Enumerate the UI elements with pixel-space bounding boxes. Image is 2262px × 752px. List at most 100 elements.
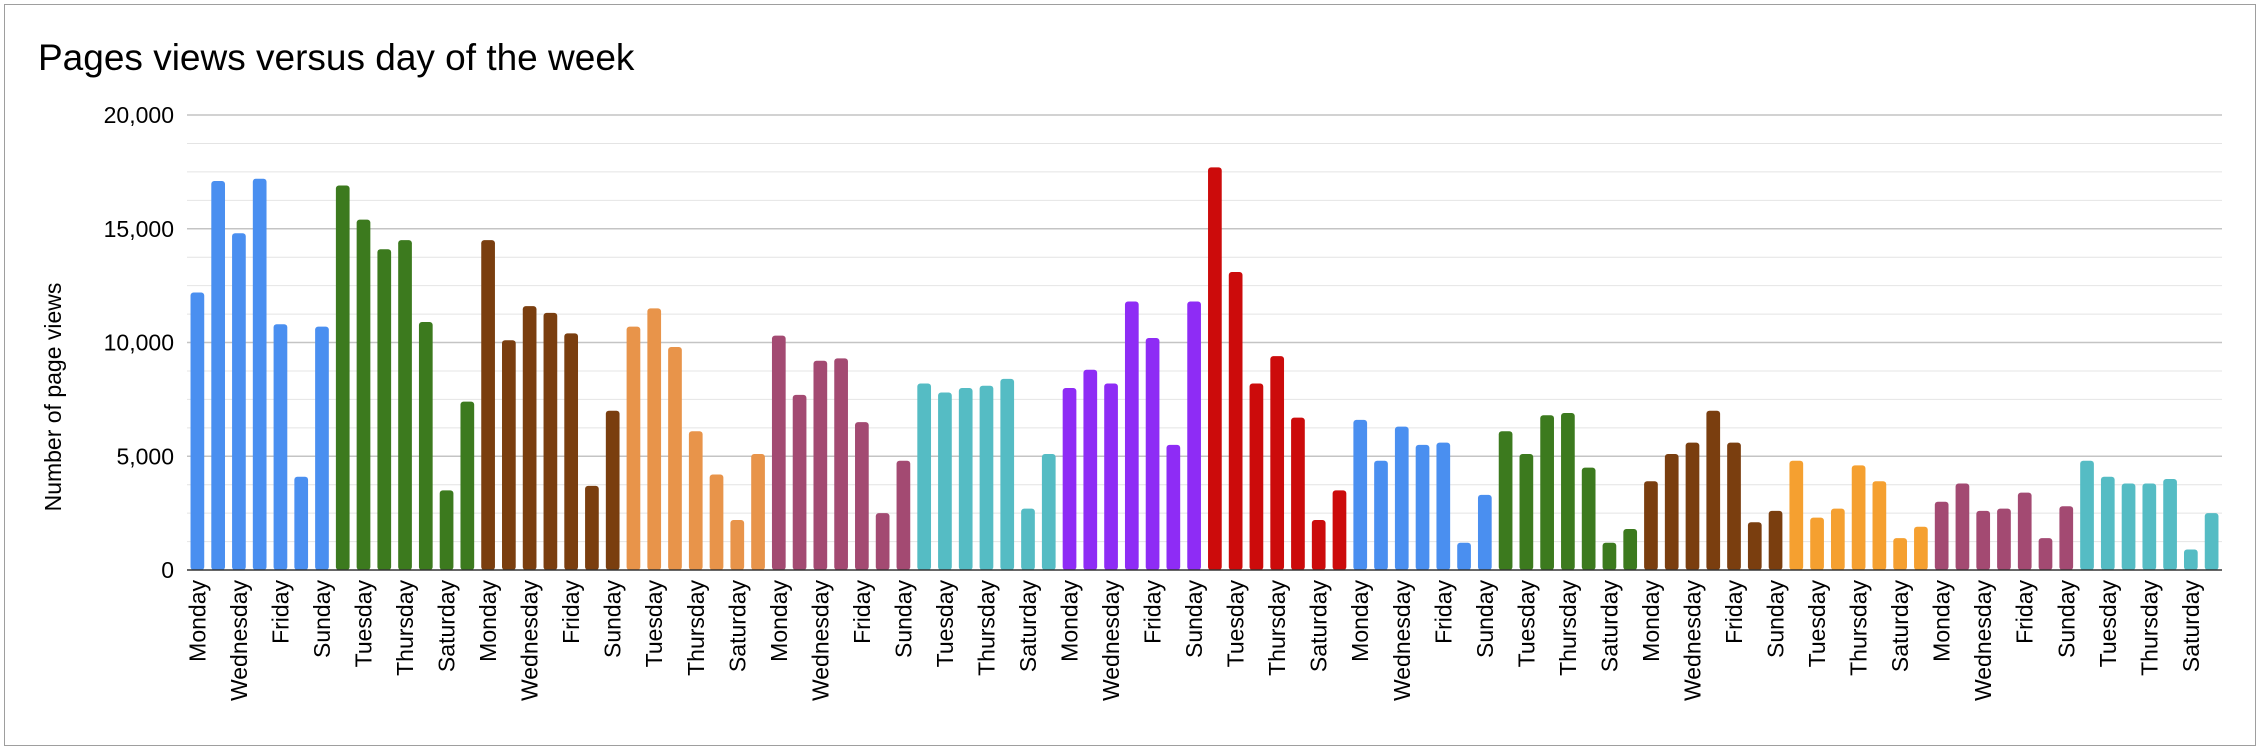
bar-sunday-week-10	[1623, 529, 1638, 570]
x-tick-label: Tuesday	[1804, 580, 1830, 668]
x-tick-label: Sunday	[1763, 580, 1789, 659]
x-tick-label: Tuesday	[1513, 580, 1539, 668]
x-tick-label: Saturday	[2178, 580, 2204, 673]
x-tick-label: Friday	[849, 580, 875, 644]
x-tick-label: Sunday	[1472, 580, 1498, 659]
x-tick-label: Monday	[1929, 580, 1955, 662]
bar-friday-week-3	[564, 333, 579, 570]
bar-saturday-week-7	[1166, 444, 1181, 570]
bar-tuesday-week-12	[1810, 517, 1824, 570]
bar-thursday-week-8	[1270, 356, 1285, 570]
x-tick-label: Wednesday	[1679, 580, 1705, 702]
bar-tuesday-week-11	[1664, 453, 1679, 570]
bar-saturday-week-12	[1893, 538, 1907, 570]
x-tick-label: Thursday	[683, 580, 709, 676]
x-tick-label: Wednesday	[807, 580, 833, 702]
bar-saturday-week-9	[1457, 542, 1471, 570]
bar-tuesday-week-9	[1374, 460, 1388, 570]
bar-thursday-week-5	[834, 358, 848, 570]
bar-wednesday-week-2	[377, 249, 392, 570]
bar-friday-week-13	[2017, 492, 2032, 570]
x-tick-label: Saturday	[1306, 580, 1332, 673]
y-tick-label: 5,000	[116, 443, 174, 469]
bar-monday-week-9	[1353, 419, 1368, 570]
bar-monday-week-14	[2080, 460, 2094, 570]
bar-thursday-week-10	[1561, 413, 1575, 570]
bar-thursday-week-13	[1997, 508, 2011, 570]
bar-thursday-week-7	[1124, 301, 1139, 570]
bar-saturday-week-4	[730, 519, 745, 570]
x-tick-label: Friday	[1140, 580, 1166, 644]
x-tick-label: Friday	[558, 580, 584, 644]
x-tick-label: Sunday	[2053, 580, 2079, 659]
bar-wednesday-week-10	[1540, 415, 1554, 570]
bar-saturday-week-14	[2183, 549, 2198, 570]
x-tick-label: Wednesday	[1970, 580, 1996, 702]
bar-friday-week-5	[855, 422, 869, 570]
bar-tuesday-week-2	[356, 219, 371, 570]
bar-thursday-week-11	[1706, 410, 1721, 570]
bar-wednesday-week-5	[813, 360, 828, 570]
bar-tuesday-week-6	[938, 392, 952, 570]
bar-monday-week-1	[190, 292, 205, 570]
bar-thursday-week-9	[1415, 444, 1430, 570]
bar-sunday-week-13	[2059, 506, 2074, 570]
bar-saturday-week-1	[294, 476, 309, 570]
bar-wednesday-week-11	[1685, 442, 1700, 570]
bar-thursday-week-2	[398, 240, 412, 570]
x-tick-label: Thursday	[392, 580, 418, 676]
x-tick-label: Sunday	[309, 580, 335, 659]
bars	[190, 167, 2219, 571]
bar-sunday-week-1	[315, 326, 329, 570]
bar-monday-week-12	[1789, 460, 1804, 570]
bar-friday-week-9	[1436, 442, 1451, 570]
x-tick-label: Monday	[475, 580, 501, 662]
y-tick-label: 15,000	[104, 216, 174, 242]
bar-friday-week-4	[709, 474, 724, 570]
bar-saturday-week-5	[875, 513, 890, 570]
bar-tuesday-week-7	[1083, 369, 1098, 570]
bar-monday-week-13	[1934, 501, 1949, 570]
bar-monday-week-5	[771, 335, 786, 570]
bar-thursday-week-4	[688, 431, 703, 570]
bar-sunday-week-11	[1768, 510, 1783, 570]
x-tick-label: Saturday	[434, 580, 460, 673]
bar-friday-week-14	[2163, 479, 2177, 570]
x-tick-label: Thursday	[973, 580, 999, 676]
x-tick-label: Friday	[267, 580, 293, 644]
x-tick-label: Thursday	[1264, 580, 1290, 676]
bar-sunday-week-3	[605, 410, 620, 570]
bar-monday-week-7	[1062, 388, 1077, 570]
y-tick-label: 10,000	[104, 330, 174, 356]
bar-friday-week-6	[1000, 378, 1015, 570]
x-tick-label: Tuesday	[932, 580, 958, 668]
x-tick-label: Wednesday	[1098, 580, 1124, 702]
bar-friday-week-11	[1727, 442, 1741, 570]
x-tick-label: Saturday	[724, 580, 750, 673]
bar-saturday-week-10	[1602, 542, 1617, 570]
x-tick-label: Saturday	[1015, 580, 1041, 673]
x-tick-label: Saturday	[1887, 580, 1913, 673]
x-tick-label: Tuesday	[2095, 580, 2121, 668]
bar-tuesday-week-8	[1228, 271, 1243, 570]
bar-monday-week-3	[481, 240, 495, 570]
x-tick-label: Wednesday	[517, 580, 543, 702]
x-tick-label: Monday	[1347, 580, 1373, 662]
bar-wednesday-week-9	[1394, 426, 1409, 570]
bar-saturday-week-13	[2038, 538, 2053, 570]
bar-tuesday-week-3	[502, 340, 516, 570]
x-tick-label: Thursday	[1846, 580, 1872, 676]
bar-thursday-week-1	[252, 178, 267, 570]
bar-wednesday-week-13	[1976, 510, 1991, 570]
x-tick-label: Thursday	[2136, 580, 2162, 676]
bar-sunday-week-8	[1332, 490, 1347, 570]
x-tick-label: Wednesday	[226, 580, 252, 702]
bar-tuesday-week-13	[1955, 483, 1970, 570]
x-tick-label: Tuesday	[641, 580, 667, 668]
bar-wednesday-week-14	[2121, 483, 2136, 570]
bar-friday-week-7	[1145, 337, 1160, 570]
bar-wednesday-week-3	[522, 306, 537, 570]
bar-monday-week-4	[626, 326, 641, 570]
y-tick-label: 0	[161, 557, 174, 583]
bar-saturday-week-11	[1747, 522, 1762, 570]
